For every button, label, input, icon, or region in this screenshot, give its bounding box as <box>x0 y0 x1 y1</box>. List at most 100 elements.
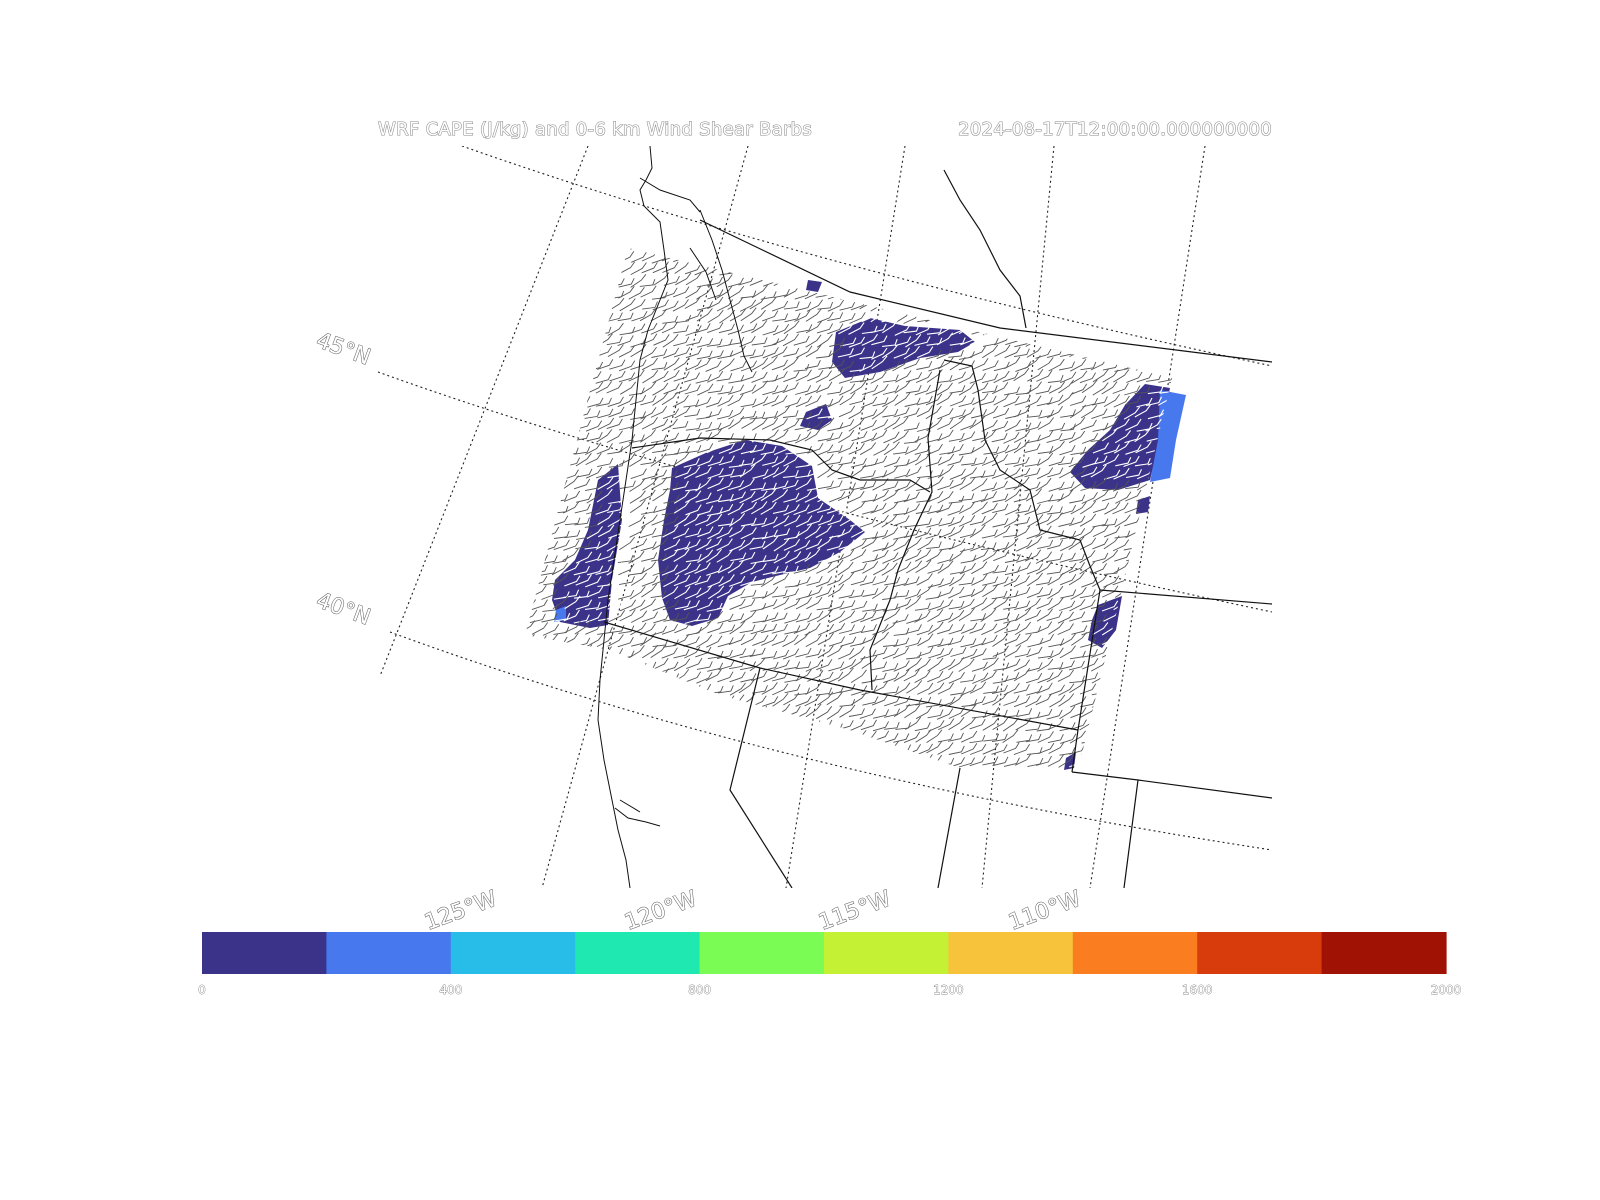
wind-barb <box>525 285 536 298</box>
wind-barb <box>641 262 658 274</box>
wind-barb <box>1081 758 1097 767</box>
wind-barb <box>850 538 867 551</box>
wind-barb <box>1091 396 1108 406</box>
cape-field <box>552 280 1186 770</box>
wind-barb <box>882 647 899 660</box>
wind-barb <box>640 632 657 647</box>
wind-barb <box>1135 623 1152 634</box>
wind-barb <box>1169 490 1172 502</box>
wind-barb <box>525 686 536 696</box>
wind-barb <box>728 459 745 468</box>
wind-barb <box>982 344 999 359</box>
wind-barb <box>606 418 623 430</box>
wind-barb <box>1035 477 1052 492</box>
wind-barb <box>850 757 867 768</box>
wind-barb <box>1026 249 1043 263</box>
wind-barb <box>607 683 625 696</box>
wind-barb <box>541 357 558 372</box>
wind-barb <box>532 565 548 574</box>
wind-barb <box>750 252 767 262</box>
wind-barb <box>595 599 613 611</box>
wind-barb <box>959 562 976 575</box>
wind-barb <box>673 648 690 659</box>
wind-barb <box>1079 717 1096 731</box>
wind-barb <box>914 384 931 396</box>
wind-barb <box>1048 261 1065 274</box>
wind-barb <box>927 657 944 672</box>
wind-barb <box>1145 693 1162 707</box>
wind-barb <box>597 300 614 310</box>
wind-barb <box>1046 610 1063 622</box>
wind-barb <box>782 634 799 648</box>
wind-barb <box>631 251 648 263</box>
cape-patch-oregon <box>658 440 865 626</box>
wind-barb <box>551 396 568 407</box>
wind-barb <box>994 334 1011 346</box>
wind-barb <box>652 705 669 719</box>
wind-barb <box>752 685 768 694</box>
wind-barb <box>969 515 986 526</box>
wind-barb <box>563 272 580 286</box>
wind-barb <box>1082 300 1099 311</box>
wind-barb <box>815 370 832 383</box>
wind-barb <box>862 696 879 706</box>
wind-barb <box>938 576 955 588</box>
wind-barb <box>629 490 646 504</box>
wind-barb <box>773 537 790 552</box>
wind-barb <box>1103 262 1120 276</box>
wind-barb <box>751 320 768 334</box>
wind-barb <box>881 253 898 263</box>
wind-barb <box>1147 613 1164 624</box>
wind-barb <box>585 420 603 432</box>
wind-barb <box>915 706 933 720</box>
wind-barb <box>1169 599 1172 611</box>
wind-barb <box>1158 248 1172 252</box>
wind-barb <box>525 274 537 286</box>
wind-barb <box>525 334 536 347</box>
wind-barb <box>1004 456 1021 466</box>
wind-barb <box>728 415 745 430</box>
wind-barb <box>586 432 603 442</box>
wind-barb <box>992 692 1009 706</box>
wind-barb <box>916 395 933 406</box>
wind-barb <box>575 336 592 347</box>
wind-barb <box>783 538 801 551</box>
wind-barb <box>1069 494 1086 504</box>
wind-barb <box>983 263 1000 276</box>
wind-barb <box>642 248 659 251</box>
wind-barb <box>618 668 635 681</box>
wind-barb <box>961 648 978 660</box>
wind-barb <box>1136 285 1153 300</box>
wind-barb <box>1167 756 1172 768</box>
wind-barb <box>750 453 767 467</box>
wind-barb <box>525 541 536 552</box>
wind-barb <box>1027 260 1044 273</box>
wind-barb <box>882 480 899 491</box>
wind-barb <box>1014 265 1030 274</box>
wind-barb <box>894 494 911 504</box>
wind-barb <box>705 397 723 408</box>
wind-barb <box>927 621 944 635</box>
wind-barb <box>575 264 592 275</box>
wind-barb <box>784 625 801 635</box>
wind-barb <box>980 395 997 406</box>
wind-barb <box>529 742 547 756</box>
wind-barb <box>1167 624 1172 635</box>
wind-barb <box>783 492 800 503</box>
wind-barb <box>969 755 986 767</box>
wind-barb <box>618 372 636 383</box>
wind-barb <box>981 405 999 418</box>
wind-barb <box>860 470 876 479</box>
wind-barb <box>991 309 1009 322</box>
wind-barb <box>585 576 602 588</box>
wind-barb <box>673 451 690 466</box>
wind-barb <box>1059 347 1076 358</box>
wind-barb <box>1003 682 1020 696</box>
wind-barb <box>949 565 966 575</box>
wind-barb <box>1134 635 1151 647</box>
wind-barb <box>609 359 626 370</box>
wind-barb <box>618 345 635 358</box>
wind-barb <box>807 370 824 382</box>
wind-barb <box>525 310 536 323</box>
wind-barb <box>1015 251 1032 262</box>
